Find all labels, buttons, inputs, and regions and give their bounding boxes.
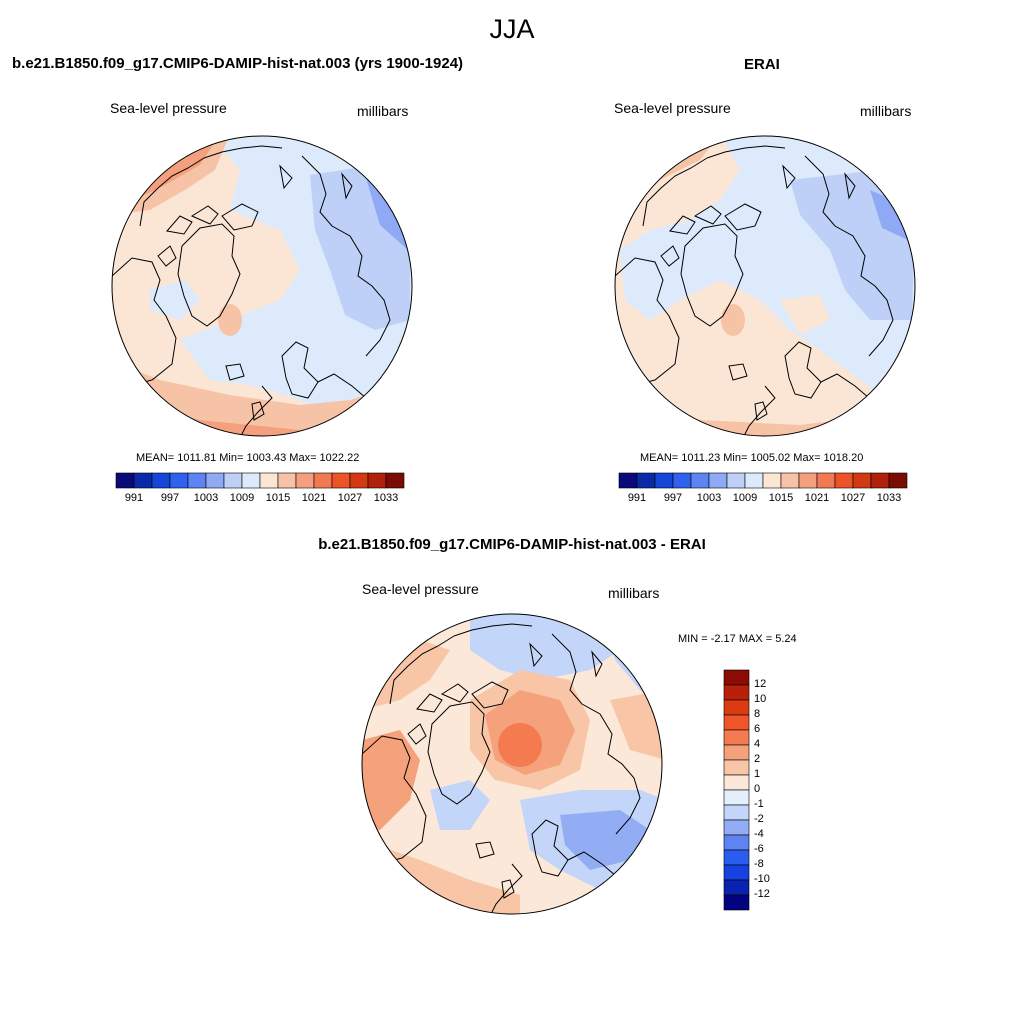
obs-variable-label: Sea-level pressure bbox=[614, 100, 731, 116]
model-colorbar-tick-label: 1003 bbox=[193, 492, 219, 504]
obs-units-label: millibars bbox=[860, 103, 912, 119]
model-colorbar-swatch bbox=[205, 472, 225, 489]
obs-colorbar-swatch bbox=[834, 472, 854, 489]
model-variable-label: Sea-level pressure bbox=[110, 100, 227, 116]
panel-title-diff: b.e21.B1850.f09_g17.CMIP6-DAMIP-hist-nat… bbox=[318, 536, 706, 553]
obs-colorbar-swatch bbox=[888, 472, 908, 489]
diff-colorbar-tick-label: 6 bbox=[754, 723, 761, 735]
model-colorbar-swatch bbox=[277, 472, 297, 489]
model-colorbar-swatch bbox=[259, 472, 279, 489]
model-colorbar-swatch bbox=[241, 472, 261, 489]
model-colorbar-tick-label: 1009 bbox=[229, 492, 255, 504]
model-colorbar-swatch bbox=[385, 472, 405, 489]
model-colorbar-tick-label: 991 bbox=[124, 492, 144, 504]
obs-colorbar bbox=[618, 472, 908, 489]
model-colorbar-tick-label: 1033 bbox=[373, 492, 399, 504]
model-colorbar-swatch bbox=[133, 472, 153, 489]
obs-colorbar-swatch bbox=[654, 472, 674, 489]
obs-colorbar-swatch bbox=[726, 472, 746, 489]
model-colorbar-tick-label: 997 bbox=[160, 492, 180, 504]
diff-colorbar-swatch bbox=[723, 699, 750, 716]
obs-colorbar-tick-label: 1009 bbox=[732, 492, 758, 504]
diff-colorbar-tick-label: 12 bbox=[754, 678, 767, 690]
diff-colorbar-swatch bbox=[723, 804, 750, 821]
diff-variable-label: Sea-level pressure bbox=[362, 581, 479, 597]
obs-colorbar-tick-label: 1033 bbox=[876, 492, 902, 504]
obs-colorbar-tick-label: 991 bbox=[627, 492, 647, 504]
diff-colorbar-swatch bbox=[723, 774, 750, 791]
obs-colorbar-swatch bbox=[618, 472, 638, 489]
obs-colorbar-tick-label: 997 bbox=[663, 492, 683, 504]
diff-colorbar-swatch bbox=[723, 864, 750, 881]
diff-colorbar-tick-label: -1 bbox=[754, 798, 764, 810]
model-colorbar-swatch bbox=[169, 472, 189, 489]
diff-colorbar-tick-label: 4 bbox=[754, 738, 761, 750]
diff-colorbar-swatch bbox=[723, 714, 750, 731]
diff-colorbar-tick-label: 8 bbox=[754, 708, 761, 720]
diff-colorbar-tick-label: -10 bbox=[754, 873, 770, 885]
diff-colorbar-tick-label: 0 bbox=[754, 783, 761, 795]
obs-colorbar-swatch bbox=[798, 472, 818, 489]
diff-colorbar bbox=[723, 669, 750, 911]
obs-colorbar-tick-label: 1003 bbox=[696, 492, 722, 504]
model-colorbar-swatch bbox=[295, 472, 315, 489]
diff-colorbar-swatch bbox=[723, 729, 750, 746]
model-colorbar-swatch bbox=[223, 472, 243, 489]
diff-colorbar-swatch bbox=[723, 684, 750, 701]
diff-stats: MIN = -2.17 MAX = 5.24 bbox=[678, 633, 797, 645]
diff-colorbar-swatch bbox=[723, 789, 750, 806]
model-colorbar-swatch bbox=[151, 472, 171, 489]
diff-colorbar-swatch bbox=[723, 669, 750, 686]
obs-colorbar-swatch bbox=[690, 472, 710, 489]
diff-colorbar-swatch bbox=[723, 744, 750, 761]
panel-title-obs: ERAI bbox=[744, 56, 780, 73]
obs-colorbar-swatch bbox=[708, 472, 728, 489]
model-colorbar-tick-label: 1021 bbox=[301, 492, 327, 504]
model-colorbar-tick-label: 1027 bbox=[337, 492, 363, 504]
diff-colorbar-tick-label: -8 bbox=[754, 858, 764, 870]
obs-stats: MEAN= 1011.23 Min= 1005.02 Max= 1018.20 bbox=[640, 452, 864, 464]
model-colorbar-swatch bbox=[313, 472, 333, 489]
diff-colorbar-tick-label: -4 bbox=[754, 828, 764, 840]
diff-map bbox=[361, 613, 663, 915]
diff-colorbar-swatch bbox=[723, 849, 750, 866]
obs-colorbar-tick-label: 1015 bbox=[768, 492, 794, 504]
obs-colorbar-swatch bbox=[672, 472, 692, 489]
diff-colorbar-swatch bbox=[723, 819, 750, 836]
figure-title: JJA bbox=[489, 14, 535, 44]
model-colorbar bbox=[115, 472, 405, 489]
model-colorbar-tick-label: 1015 bbox=[265, 492, 291, 504]
obs-colorbar-swatch bbox=[762, 472, 782, 489]
model-map bbox=[111, 135, 413, 437]
obs-map bbox=[614, 135, 916, 437]
model-colorbar-swatch bbox=[115, 472, 135, 489]
diff-colorbar-tick-label: 10 bbox=[754, 693, 767, 705]
obs-colorbar-swatch bbox=[852, 472, 872, 489]
diff-colorbar-swatch bbox=[723, 834, 750, 851]
model-colorbar-swatch bbox=[367, 472, 387, 489]
obs-colorbar-swatch bbox=[744, 472, 764, 489]
obs-colorbar-tick-label: 1021 bbox=[804, 492, 830, 504]
obs-colorbar-swatch bbox=[636, 472, 656, 489]
diff-units-label: millibars bbox=[608, 585, 660, 601]
diff-colorbar-swatch bbox=[723, 894, 750, 911]
model-colorbar-swatch bbox=[331, 472, 351, 489]
model-stats: MEAN= 1011.81 Min= 1003.43 Max= 1022.22 bbox=[136, 452, 360, 464]
diff-colorbar-swatch bbox=[723, 759, 750, 776]
model-units-label: millibars bbox=[357, 103, 409, 119]
diff-colorbar-tick-label: 1 bbox=[754, 768, 761, 780]
model-colorbar-swatch bbox=[349, 472, 369, 489]
diff-colorbar-tick-label: 2 bbox=[754, 753, 761, 765]
diff-colorbar-tick-label: -2 bbox=[754, 813, 764, 825]
diff-colorbar-swatch bbox=[723, 879, 750, 896]
obs-colorbar-swatch bbox=[870, 472, 890, 489]
panel-title-model: b.e21.B1850.f09_g17.CMIP6-DAMIP-hist-nat… bbox=[12, 55, 464, 72]
diff-colorbar-tick-label: -6 bbox=[754, 843, 764, 855]
model-colorbar-swatch bbox=[187, 472, 207, 489]
diff-colorbar-tick-label: -12 bbox=[754, 888, 770, 900]
obs-colorbar-tick-label: 1027 bbox=[840, 492, 866, 504]
obs-colorbar-swatch bbox=[780, 472, 800, 489]
obs-colorbar-swatch bbox=[816, 472, 836, 489]
